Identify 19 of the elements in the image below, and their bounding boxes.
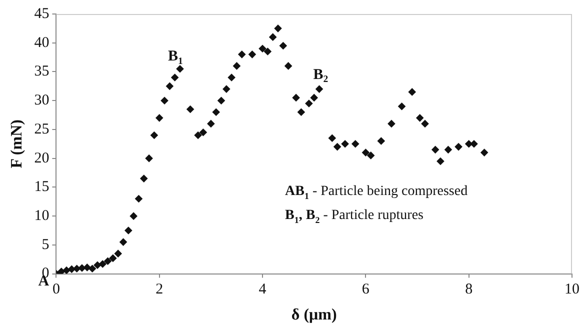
annotation: B$_{1}$, B$_{2}$ - Particle ruptures (285, 206, 424, 227)
x-tick-label: 2 (156, 282, 164, 298)
x-tick-label: 0 (52, 282, 60, 298)
y-axis-title: F (mN) (8, 120, 26, 168)
y-tick-label: 40 (34, 34, 50, 51)
x-tick-label: 4 (258, 282, 267, 298)
y-tick-label: 15 (34, 179, 50, 196)
y-tick-label: 25 (34, 121, 50, 138)
y-tick-label: 30 (34, 92, 50, 109)
y-tick-label: 10 (34, 208, 50, 224)
x-axis-title: δ (μm) (291, 306, 337, 324)
y-tick-label: 35 (34, 64, 50, 80)
y-tick-label: 20 (34, 150, 50, 166)
y-tick-label: 5 (42, 236, 50, 253)
x-tick-label: 6 (362, 282, 370, 298)
x-tick-label: 10 (564, 282, 580, 298)
y-tick-label: 45 (34, 6, 50, 22)
annotation: AB$_{1}$ - Particle being compressed (285, 183, 468, 203)
x-tick-label: 8 (465, 282, 473, 298)
